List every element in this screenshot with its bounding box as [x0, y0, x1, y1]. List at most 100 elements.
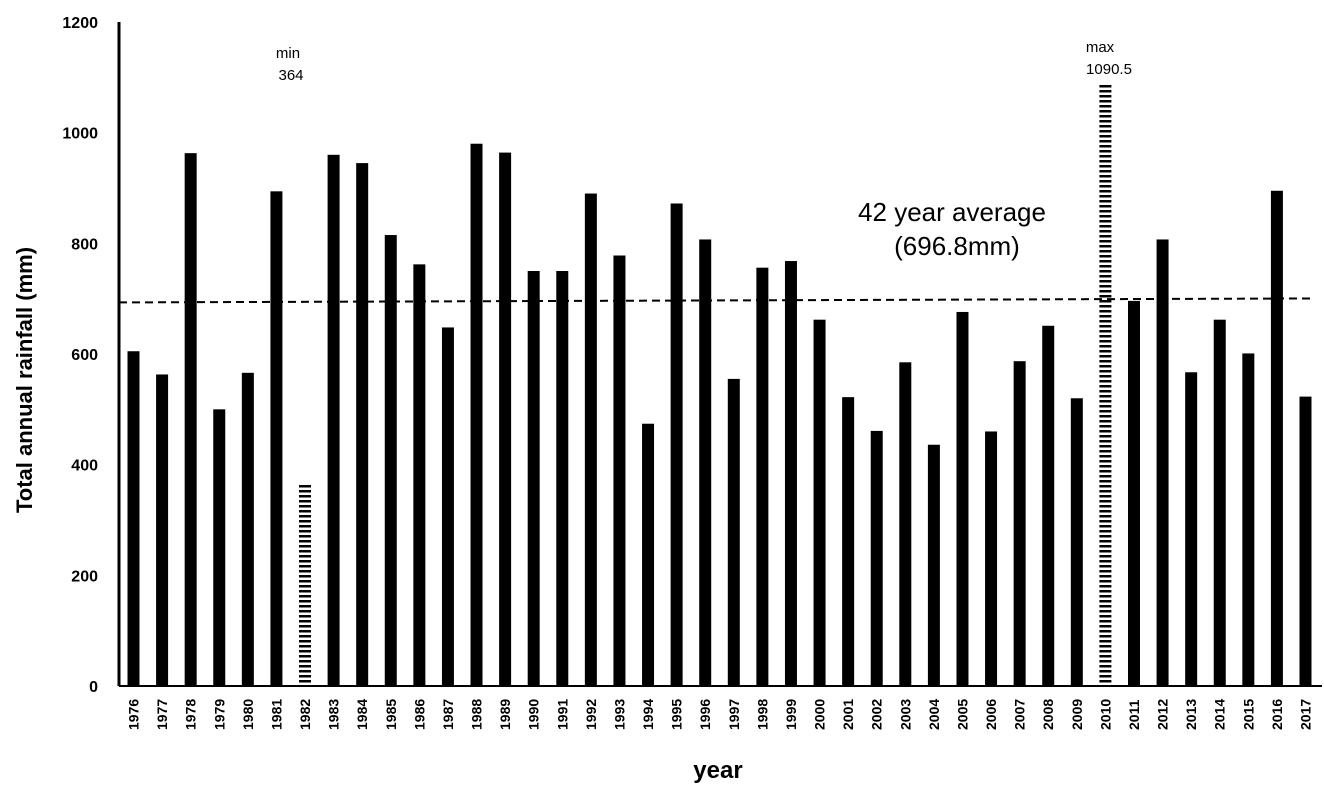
x-tick-label: 1996	[697, 699, 713, 730]
min-annotation-label: min	[276, 45, 300, 62]
bar-2006	[985, 431, 998, 686]
x-tick-label: 1977	[154, 699, 170, 730]
x-tick-label: 2006	[983, 699, 999, 730]
bar-highlighted-1982	[299, 484, 312, 686]
x-tick-label: 1983	[326, 699, 342, 730]
bar-1984	[356, 163, 369, 687]
bar-2013	[1185, 372, 1198, 686]
x-axis-label: year	[693, 757, 742, 784]
bar-1977	[156, 374, 169, 686]
bar-1989	[499, 152, 512, 686]
x-tick-label: 2001	[840, 699, 856, 730]
x-tick-label: 2014	[1212, 699, 1228, 730]
x-tick-label: 2016	[1269, 699, 1285, 730]
y-tick-label: 600	[71, 347, 98, 364]
x-tick-label: 1995	[669, 699, 685, 730]
bar-2005	[956, 311, 969, 686]
x-tick-label: 1987	[440, 699, 456, 730]
bar-1980	[241, 372, 254, 686]
x-tick-label: 1976	[126, 699, 142, 730]
bar-1993	[613, 255, 626, 687]
bar-1986	[413, 264, 426, 686]
average-label-line2: (696.8mm)	[894, 231, 1020, 261]
max-annotation-value: 1090.5	[1086, 61, 1132, 78]
average-line	[118, 297, 1313, 304]
y-tick-label: 1200	[62, 15, 98, 32]
x-tick-label: 2003	[897, 699, 913, 730]
x-tick-labels: 1976 1977 1978 1979 1980 1981 1982 1983 1984 1985…	[126, 699, 1314, 730]
bar-1976	[127, 351, 140, 686]
bar-1978	[184, 153, 197, 686]
x-tick-label: 1980	[240, 699, 256, 730]
bar-2009	[1070, 398, 1083, 686]
bar-2012	[1156, 239, 1169, 686]
x-tick-label: 2011	[1126, 699, 1142, 730]
x-tick-label: 1984	[354, 699, 370, 730]
bar-2000	[813, 319, 826, 686]
bar-2008	[1042, 325, 1055, 686]
bars-group	[127, 82, 1312, 687]
x-tick-label: 1994	[640, 699, 656, 730]
bar-1994	[642, 423, 655, 686]
bar-1997	[727, 378, 740, 686]
average-label-line1: 42 year average	[858, 197, 1046, 227]
bar-2015	[1242, 353, 1255, 686]
x-tick-label: 2017	[1298, 699, 1314, 730]
x-tick-label: 2015	[1240, 699, 1256, 730]
x-tick-label: 2004	[926, 699, 942, 730]
bar-1992	[584, 193, 597, 687]
x-tick-label: 2010	[1097, 699, 1113, 730]
x-tick-label: 2008	[1040, 699, 1056, 730]
bar-2001	[842, 397, 855, 686]
x-tick-label: 1981	[268, 699, 284, 730]
x-tick-label: 1991	[554, 699, 570, 730]
axes-group	[117, 22, 1322, 687]
y-tick-label: 0	[89, 679, 98, 696]
bar-2016	[1270, 190, 1283, 686]
bar-1981	[270, 191, 283, 686]
x-tick-label: 1999	[783, 699, 799, 730]
bar-1988	[470, 143, 483, 686]
bar-2002	[870, 430, 883, 686]
bar-2014	[1213, 319, 1226, 686]
bar-1991	[556, 271, 569, 686]
x-tick-label: 2013	[1183, 699, 1199, 730]
x-tick-label: 2009	[1069, 699, 1085, 730]
y-axis-label: Total annual rainfall (mm)	[12, 247, 37, 513]
x-tick-label: 1989	[497, 699, 513, 730]
x-tick-label: 1993	[611, 699, 627, 730]
y-tick-label: 400	[71, 458, 98, 475]
x-tick-label: 2012	[1155, 699, 1171, 730]
y-tick-label: 800	[71, 236, 98, 253]
bar-1987	[441, 327, 454, 686]
x-tick-label: 1997	[726, 699, 742, 730]
bar-2003	[899, 362, 912, 686]
bar-1995	[670, 203, 683, 686]
x-tick-label: 1990	[526, 699, 542, 730]
min-annotation-value: 364	[278, 67, 303, 84]
x-tick-label: 2000	[812, 699, 828, 730]
x-tick-label: 2002	[869, 699, 885, 730]
x-tick-label: 1992	[583, 699, 599, 730]
x-tick-label: 2007	[1012, 699, 1028, 730]
x-tick-label: 1979	[211, 699, 227, 730]
bar-2004	[927, 444, 940, 686]
bar-1996	[699, 239, 712, 686]
bar-2011	[1127, 300, 1140, 686]
x-tick-label: 1986	[411, 699, 427, 730]
x-tick-label: 1985	[383, 699, 399, 730]
x-tick-label: 1982	[297, 699, 313, 730]
bar-2007	[1013, 361, 1026, 686]
bar-1990	[527, 271, 540, 686]
x-tick-label: 1978	[183, 699, 199, 730]
bar-highlighted-2010	[1099, 82, 1112, 687]
bar-2017	[1299, 396, 1312, 686]
bar-1985	[384, 235, 397, 687]
bar-1979	[213, 409, 226, 686]
bar-1998	[756, 267, 769, 686]
max-annotation-label: max	[1086, 39, 1115, 56]
x-tick-label: 1988	[469, 699, 485, 730]
y-tick-label: 1000	[62, 126, 98, 143]
